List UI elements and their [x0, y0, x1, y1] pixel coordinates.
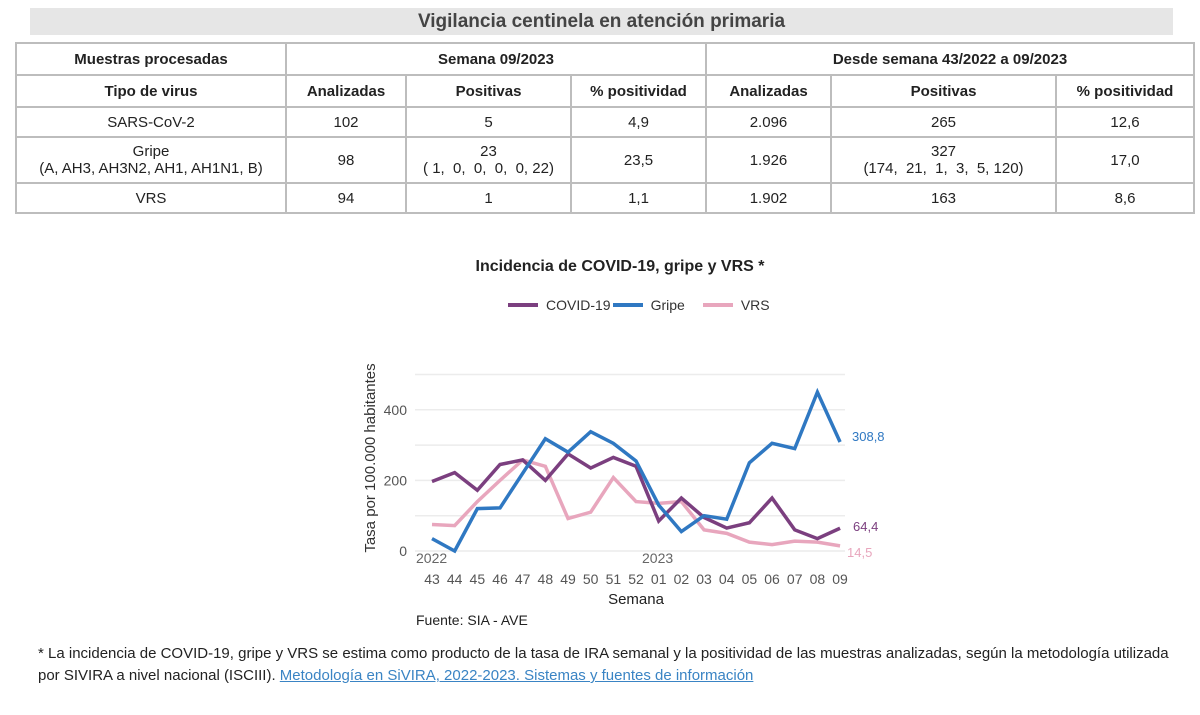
footnote-text: * La incidencia de COVID-19, gripe y VRS…	[38, 645, 1169, 684]
legend-swatch-vrs	[702, 303, 733, 307]
legend-label-covid: COVID-19	[546, 297, 611, 313]
end-label-covid: 64,4	[853, 519, 878, 534]
cell-w-pct: 23,5	[570, 136, 707, 184]
svg-text:07: 07	[787, 571, 803, 587]
table-row: VRS 94 1 1,1 1.902 163 8,6	[15, 182, 1195, 214]
col-w-pct: % positividad	[570, 74, 707, 108]
chart-source: Fuente: SIA - AVE	[416, 612, 528, 628]
svg-text:04: 04	[719, 571, 735, 587]
virus-name: Gripe	[132, 143, 170, 160]
table-row: SARS-CoV-2 102 5 4,9 2.096 265 12,6	[15, 106, 1195, 138]
cell-w-analizadas: 94	[285, 182, 407, 214]
col-w-positivas: Positivas	[405, 74, 572, 108]
legend-label-vrs: VRS	[740, 297, 770, 313]
cell-c-pct: 8,6	[1055, 182, 1195, 214]
cell-w-positivas: 5	[405, 106, 572, 138]
cell-virus: VRS	[15, 182, 287, 214]
col-c-analizadas: Analizadas	[705, 74, 832, 108]
table-row: Gripe (A, AH3, AH3N2, AH1, AH1N1, B) 98 2…	[15, 136, 1195, 184]
chart-title: Incidencia de COVID-19, gripe y VRS *	[475, 258, 765, 275]
svg-text:06: 06	[764, 571, 780, 587]
cell-c-analizadas: 2.096	[705, 106, 832, 138]
svg-text:0: 0	[399, 543, 407, 559]
svg-text:49: 49	[560, 571, 576, 587]
cell-c-positivas: 163	[830, 182, 1057, 214]
col-c-positivas: Positivas	[830, 74, 1057, 108]
virus-subtypes: (A, AH3, AH3N2, AH1, AH1N1, B)	[39, 160, 263, 177]
cell-c-pct: 17,0	[1055, 136, 1195, 184]
cell-virus: SARS-CoV-2	[15, 106, 287, 138]
svg-text:44: 44	[447, 571, 463, 587]
cell-w-pct: 1,1	[570, 182, 707, 214]
cell-w-positivas: 23( 1, 0, 0, 0, 0, 22)	[405, 136, 572, 184]
cell-c-pct: 12,6	[1055, 106, 1195, 138]
methodology-link[interactable]: Metodología en SiVIRA, 2022-2023. Sistem…	[279, 667, 754, 684]
col-w-analizadas: Analizadas	[285, 74, 407, 108]
chart-gridlines	[415, 373, 845, 552]
header-muestras: Muestras procesadas	[15, 42, 287, 76]
line-covid-19	[431, 451, 841, 541]
y-axis-ticks: 0 200 400	[384, 402, 408, 559]
svg-text:08: 08	[810, 571, 826, 587]
chart-series-lines	[431, 387, 842, 554]
cell-virus: Gripe (A, AH3, AH3N2, AH1, AH1N1, B)	[15, 136, 287, 184]
svg-text:50: 50	[583, 571, 599, 587]
svg-text:09: 09	[832, 571, 848, 587]
col-c-pct: % positividad	[1055, 74, 1195, 108]
svg-text:05: 05	[742, 571, 758, 587]
positivas-breakdown: (174, 21, 1, 3, 5, 120)	[863, 160, 1024, 177]
svg-text:200: 200	[384, 472, 408, 488]
year-label-2022: 2022	[416, 550, 447, 566]
year-label-2023: 2023	[642, 550, 673, 566]
table-subheader-row: Tipo de virus Analizadas Positivas % pos…	[15, 74, 1195, 108]
samples-table: Muestras procesadas Semana 09/2023 Desde…	[15, 42, 1195, 214]
cell-w-pct: 4,9	[570, 106, 707, 138]
positivas-total: 23	[480, 143, 497, 160]
svg-text:52: 52	[628, 571, 644, 587]
chart-legend: COVID-19 Gripe VRS	[500, 297, 770, 313]
y-axis-label: Tasa por 100.000 habitantes	[362, 363, 379, 552]
svg-text:01: 01	[651, 571, 667, 587]
svg-text:45: 45	[470, 571, 486, 587]
svg-text:47: 47	[515, 571, 531, 587]
cell-c-analizadas: 1.926	[705, 136, 832, 184]
col-tipo-virus: Tipo de virus	[15, 74, 287, 108]
svg-text:51: 51	[606, 571, 622, 587]
page-title: Vigilancia centinela en atención primari…	[30, 8, 1173, 35]
cell-w-analizadas: 98	[285, 136, 407, 184]
table-header-row: Muestras procesadas Semana 09/2023 Desde…	[15, 42, 1195, 76]
positivas-total: 327	[930, 143, 957, 160]
svg-text:46: 46	[492, 571, 508, 587]
end-label-gripe: 308,8	[852, 429, 885, 444]
svg-text:03: 03	[696, 571, 712, 587]
line-vrs	[431, 457, 841, 548]
cell-c-positivas: 265	[830, 106, 1057, 138]
cell-w-analizadas: 102	[285, 106, 407, 138]
footnote: * La incidencia de COVID-19, gripe y VRS…	[38, 643, 1188, 687]
line-gripe	[431, 387, 842, 554]
header-semana: Semana 09/2023	[285, 42, 707, 76]
svg-text:43: 43	[424, 571, 440, 587]
svg-text:400: 400	[384, 402, 408, 418]
legend-label-gripe: Gripe	[650, 297, 685, 313]
cell-c-analizadas: 1.902	[705, 182, 832, 214]
cell-w-positivas: 1	[405, 182, 572, 214]
x-axis-ticks: 43 44 45 46 47 48 49 50 51 52 01 02 03 04 05 06 07 08 09	[424, 571, 848, 587]
positivas-breakdown: ( 1, 0, 0, 0, 0, 22)	[423, 160, 554, 177]
legend-swatch-covid	[508, 303, 538, 307]
cell-c-positivas: 327 (174, 21, 1, 3, 5, 120)	[830, 136, 1057, 184]
header-acumulado: Desde semana 43/2022 a 09/2023	[705, 42, 1195, 76]
svg-text:02: 02	[674, 571, 690, 587]
legend-swatch-gripe	[612, 303, 643, 307]
svg-text:48: 48	[538, 571, 554, 587]
end-label-vrs: 14,5	[847, 545, 872, 560]
x-axis-label: Semana	[608, 591, 665, 608]
